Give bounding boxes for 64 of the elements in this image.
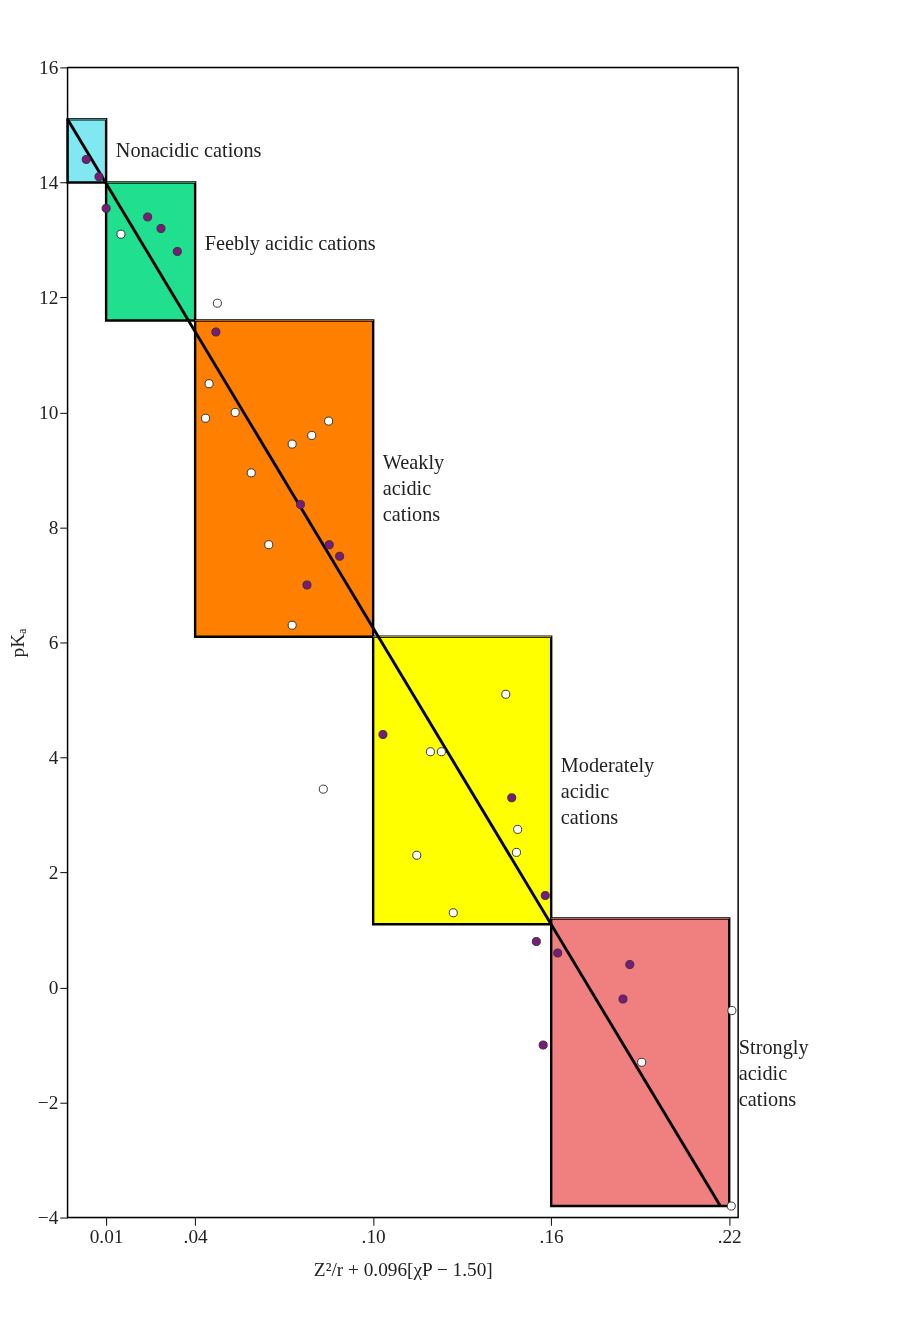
point (287, 439, 297, 449)
point (378, 729, 388, 740)
point (307, 430, 317, 440)
point (101, 203, 111, 213)
point (531, 937, 541, 947)
point (116, 229, 126, 239)
x-tick-label: .16 (539, 1226, 565, 1248)
point (425, 747, 435, 757)
point (553, 948, 563, 958)
point (507, 793, 517, 803)
annotation: Weakly acidic cations (382, 450, 446, 525)
point (295, 499, 305, 509)
y-tick-label: −4 (37, 1206, 59, 1228)
annotation: Nonacidic cations (115, 138, 262, 161)
point (448, 908, 458, 918)
x-axis-title: Z²/r + 0.096[χP − 1.50] (313, 1258, 493, 1280)
point (538, 1040, 548, 1050)
point (94, 172, 104, 182)
point (727, 1006, 737, 1016)
point (172, 246, 182, 256)
point (204, 379, 214, 389)
x-tick-label: 0.01 (89, 1226, 124, 1248)
text: Strongly acidic cations (738, 1035, 810, 1110)
point (511, 847, 521, 857)
y-tick-label: −2 (37, 1091, 59, 1113)
point (324, 416, 334, 426)
y-tick-label: 0 (48, 976, 59, 998)
point (726, 1201, 736, 1211)
point (318, 784, 328, 794)
point (81, 154, 91, 164)
point (513, 824, 523, 834)
point (246, 468, 256, 478)
y-tick-label: 2 (48, 861, 59, 883)
point (143, 212, 153, 222)
point (211, 327, 221, 337)
y-tick-label: 4 (48, 746, 59, 768)
y-tick-label: 6 (48, 631, 59, 653)
point (287, 620, 297, 630)
x-tick-label: .22 (717, 1226, 742, 1248)
point (324, 540, 334, 550)
point (501, 689, 511, 699)
y-tick-label: 10 (39, 401, 59, 423)
y-axis-title: pKₐ (7, 628, 29, 658)
y-tick-label: 14 (39, 171, 59, 193)
point (540, 891, 550, 901)
y-tick-label: 12 (39, 286, 59, 308)
point (156, 223, 166, 233)
point (618, 994, 628, 1004)
y-tick-label: 8 (48, 516, 59, 538)
annotation: Feebly acidic cations (204, 232, 376, 256)
point (201, 413, 211, 423)
point (212, 298, 222, 308)
point (264, 540, 274, 550)
annotation: Moderately acidic cations (560, 753, 656, 829)
point (335, 551, 345, 561)
point (412, 850, 422, 860)
x-tick-label: .04 (183, 1226, 209, 1248)
point (625, 960, 635, 970)
point (436, 747, 446, 757)
point (302, 580, 312, 590)
point (230, 407, 240, 417)
x-tick-label: .10 (361, 1226, 386, 1248)
point (637, 1057, 647, 1067)
y-tick-label: 16 (39, 56, 59, 78)
